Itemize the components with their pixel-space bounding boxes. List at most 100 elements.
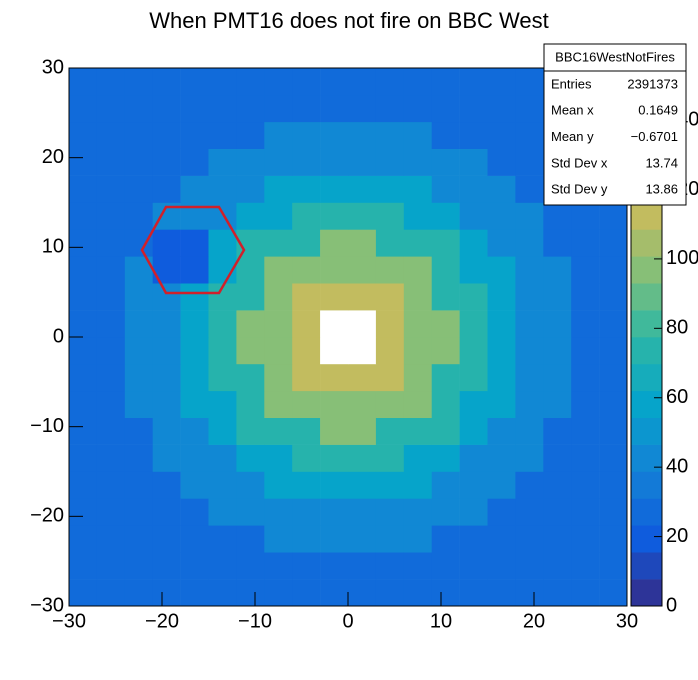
heat-cell <box>292 310 321 338</box>
heat-cell <box>487 417 516 445</box>
heat-cell <box>69 444 98 472</box>
heat-cell <box>375 363 405 392</box>
heat-cell <box>571 310 600 338</box>
heat-cell <box>515 175 544 203</box>
heat-cell <box>236 552 265 580</box>
heat-cell <box>208 68 237 96</box>
stats-value: 13.86 <box>645 182 678 197</box>
heat-cell <box>487 148 516 176</box>
heat-cell <box>124 552 153 580</box>
heat-cell <box>348 498 377 526</box>
heat-cell <box>599 256 628 284</box>
heat-cell <box>571 256 600 284</box>
heat-cell <box>96 498 126 526</box>
heat-cell <box>124 444 153 472</box>
heat-cell <box>124 471 153 499</box>
heat-cell <box>292 283 321 311</box>
heat-cell <box>403 229 432 257</box>
heat-cell <box>96 202 126 230</box>
heat-cell <box>96 229 126 257</box>
heat-cell <box>180 175 209 203</box>
heat-cell <box>431 579 460 607</box>
heat-cell <box>236 283 265 311</box>
heat-cell <box>96 121 126 149</box>
y-tick-label: 20 <box>42 146 64 168</box>
heat-cell <box>320 579 349 607</box>
heat-cell <box>292 525 321 553</box>
heat-cell <box>236 175 265 203</box>
heat-cell <box>403 121 432 149</box>
colorbar-step <box>631 202 662 230</box>
heat-cell <box>571 283 600 311</box>
heat-cell <box>515 525 544 553</box>
heat-cell <box>431 525 460 553</box>
heat-cell <box>208 310 237 338</box>
heat-cell <box>571 471 600 499</box>
chart-title: When PMT16 does not fire on BBC West <box>149 8 548 33</box>
heat-cell <box>208 175 237 203</box>
heat-cell <box>320 148 349 176</box>
heat-cell <box>180 417 209 445</box>
heat-cell <box>348 283 377 311</box>
heat-cell <box>264 121 293 149</box>
heat-cell <box>236 148 265 176</box>
heat-cell <box>348 471 377 499</box>
heat-cell <box>96 94 126 123</box>
heat-cell <box>487 390 516 418</box>
colorbar-step <box>631 552 662 580</box>
heat-cell <box>69 68 98 96</box>
heat-cell <box>515 256 544 284</box>
y-tick-label: 30 <box>42 56 64 78</box>
heat-cell <box>292 579 321 607</box>
heat-cell <box>403 525 432 553</box>
heat-cell <box>599 498 628 526</box>
heat-cell <box>180 552 209 580</box>
heat-cell <box>487 68 516 96</box>
heat-cell <box>403 94 432 123</box>
heat-cell <box>515 417 544 445</box>
heat-cell <box>348 579 377 607</box>
heat-cell <box>264 337 293 365</box>
heat-cell <box>124 229 153 257</box>
heat-cell <box>180 444 209 472</box>
heat-cell <box>236 202 265 230</box>
heat-cell <box>320 175 349 203</box>
heat-cell <box>124 498 153 526</box>
heat-cell <box>348 310 377 338</box>
heat-cell <box>571 337 600 365</box>
heat-cell <box>403 363 432 392</box>
heat-cell <box>515 148 544 176</box>
heat-cell <box>431 337 460 365</box>
heat-cell <box>403 256 432 284</box>
heat-cell <box>96 175 126 203</box>
heat-cell <box>96 471 126 499</box>
heat-cell <box>96 417 126 445</box>
heat-cell <box>208 444 237 472</box>
heat-cell <box>320 444 349 472</box>
heat-cell <box>264 94 293 123</box>
heat-cell <box>375 579 405 607</box>
colorbar-step <box>631 390 662 418</box>
heat-cell <box>180 94 209 123</box>
heat-cell <box>152 390 181 418</box>
x-tick-label: −20 <box>145 610 179 632</box>
heat-cell <box>599 229 628 257</box>
heat-cell <box>543 525 572 553</box>
heat-cell <box>124 579 153 607</box>
heat-cell <box>403 68 432 96</box>
heat-cell <box>403 417 432 445</box>
heat-cell <box>487 121 516 149</box>
heat-cell <box>236 68 265 96</box>
heat-cell <box>543 283 572 311</box>
heat-cell <box>264 525 293 553</box>
heat-cell <box>375 552 405 580</box>
heat-cell <box>375 202 405 230</box>
heat-cell <box>459 552 488 580</box>
heat-cell <box>320 68 349 96</box>
heat-cell <box>459 121 488 149</box>
heat-cell <box>543 202 572 230</box>
colorbar-tick-label: 20 <box>666 525 688 547</box>
heat-cell <box>515 121 544 149</box>
heat-cell <box>152 148 181 176</box>
heat-cell <box>180 579 209 607</box>
